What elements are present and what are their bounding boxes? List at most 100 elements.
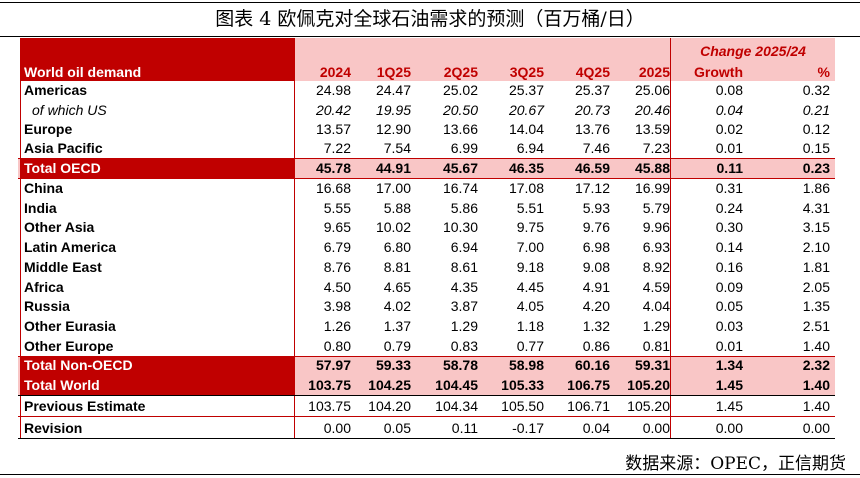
cell-2024: 57.97 [315,357,351,373]
cell-growth: 0.02 [715,121,743,137]
cell-3q25: 20.67 [508,102,544,118]
cell-2024: 0.80 [323,338,351,354]
cell-2024: 9.65 [323,219,351,235]
cell-3q25: 4.05 [516,298,544,314]
row-label: of which US [32,102,107,118]
cell-4q25: 60.16 [574,357,610,373]
table-row: Previous Estimate 103.75 104.20 104.34 105.5… [18,396,835,417]
cell-2024: 103.75 [308,398,351,414]
world-bottom-line [18,395,835,396]
cell-2q25: 8.61 [450,259,478,275]
cell-2q25: 16.74 [442,180,478,196]
row-label: Other Eurasia [24,318,116,334]
table-total-row: Total Non-OECD 57.97 59.33 58.78 58.98 60.16 5… [18,356,835,375]
row-label: Europe [24,121,73,137]
header-col-growth: Growth [694,64,743,80]
cell-2q25: 6.94 [450,239,478,255]
cell-growth: 0.11 [716,160,743,176]
cell-2024: 20.42 [315,102,351,118]
table-row: China 16.68 17.00 16.74 17.08 17.12 16.99 0.31 1… [18,178,835,198]
cell-4q25: 17.12 [574,180,610,196]
cell-3q25: 9.18 [516,259,544,275]
cell-4q25: 25.37 [574,82,610,98]
cell-2024: 45.78 [315,160,351,176]
total-label-background [20,356,294,375]
header-label: World oil demand [24,64,142,80]
cell-2024: 6.79 [323,239,351,255]
cell-3q25: 1.18 [516,318,544,334]
cell-2q25: 20.50 [442,102,478,118]
cell-percent: 3.15 [802,219,830,235]
cell-2025: 105.20 [627,398,670,414]
cell-2024: 8.76 [323,259,351,275]
cell-growth: 0.30 [715,219,743,235]
row-label: Revision [24,420,83,436]
cell-2024: 0.00 [323,420,351,436]
table-total-row: Total OECD 45.78 44.91 45.67 46.35 46.59 45.88… [18,158,835,178]
cell-4q25: 106.71 [567,398,610,414]
header-col-3q25: 3Q25 [509,64,544,80]
cell-4q25: 106.75 [567,377,610,393]
cell-3q25: 7.00 [516,239,544,255]
cell-2025: 20.46 [634,102,670,118]
cell-2025: 4.04 [642,298,670,314]
header-col-4q25: 4Q25 [575,64,610,80]
cell-2024: 3.98 [323,298,351,314]
total-label-background [20,375,294,395]
cell-4q25: 4.20 [582,298,610,314]
cell-4q25: 0.04 [582,420,610,436]
cell-3q25: 5.51 [516,200,544,216]
cell-3q25: 0.77 [516,338,544,354]
cell-percent: 2.10 [802,239,830,255]
cell-growth: 0.14 [715,239,743,255]
cell-2024: 13.57 [315,121,351,137]
cell-growth: 1.45 [715,398,743,414]
cell-4q25: 7.46 [582,140,610,156]
cell-1q25: 12.90 [375,121,411,137]
cell-2q25: 10.30 [442,219,478,235]
table-header: World oil demand Change 2025/24 2024 1Q2… [18,38,835,81]
cell-growth: 0.16 [715,259,743,275]
cell-1q25: 5.88 [383,200,411,216]
cell-2q25: 104.45 [435,377,478,393]
cell-2024: 103.75 [308,377,351,393]
cell-3q25: 4.45 [516,279,544,295]
table-total-row: Total World 103.75 104.25 104.45 105.33 106.7… [18,375,835,395]
cell-percent: 1.40 [802,398,830,414]
cell-2025: 16.99 [634,180,670,196]
cell-1q25: 44.91 [375,160,411,176]
cell-2024: 7.22 [323,140,351,156]
table-row: Other Eurasia 1.26 1.37 1.29 1.18 1.32 1.29 0.0… [18,316,835,336]
cell-growth: 1.34 [715,357,743,373]
cell-1q25: 0.05 [383,420,411,436]
bottom-rule [0,474,860,475]
cell-2025: 45.88 [634,160,670,176]
cell-2025: 8.92 [642,259,670,275]
cell-1q25: 6.80 [383,239,411,255]
cell-2025: 0.00 [642,420,670,436]
cell-4q25: 4.91 [582,279,610,295]
cell-3q25: 46.35 [508,160,544,176]
cell-2q25: 25.02 [442,82,478,98]
cell-percent: 1.81 [802,259,830,275]
cell-percent: 2.05 [802,279,830,295]
row-label: Middle East [24,259,102,275]
table-row: Other Europe 0.80 0.79 0.83 0.77 0.86 0.81 0.01… [18,336,835,356]
previous-bottom-line [18,416,835,417]
total-label-background [20,158,294,178]
row-label: Total Non-OECD [24,357,133,373]
cell-1q25: 0.79 [383,338,411,354]
cell-1q25: 4.02 [383,298,411,314]
cell-2q25: 3.87 [450,298,478,314]
cell-1q25: 8.81 [383,259,411,275]
cell-1q25: 4.65 [383,279,411,295]
cell-3q25: 105.33 [501,377,544,393]
cell-2q25: 13.66 [442,121,478,137]
cell-1q25: 19.95 [375,102,411,118]
oecd-top-line [18,158,835,159]
cell-4q25: 1.32 [582,318,610,334]
row-label: Africa [24,279,64,295]
cell-2025: 7.23 [642,140,670,156]
grid-label-divider [294,38,295,438]
cell-2q25: 45.67 [442,160,478,176]
